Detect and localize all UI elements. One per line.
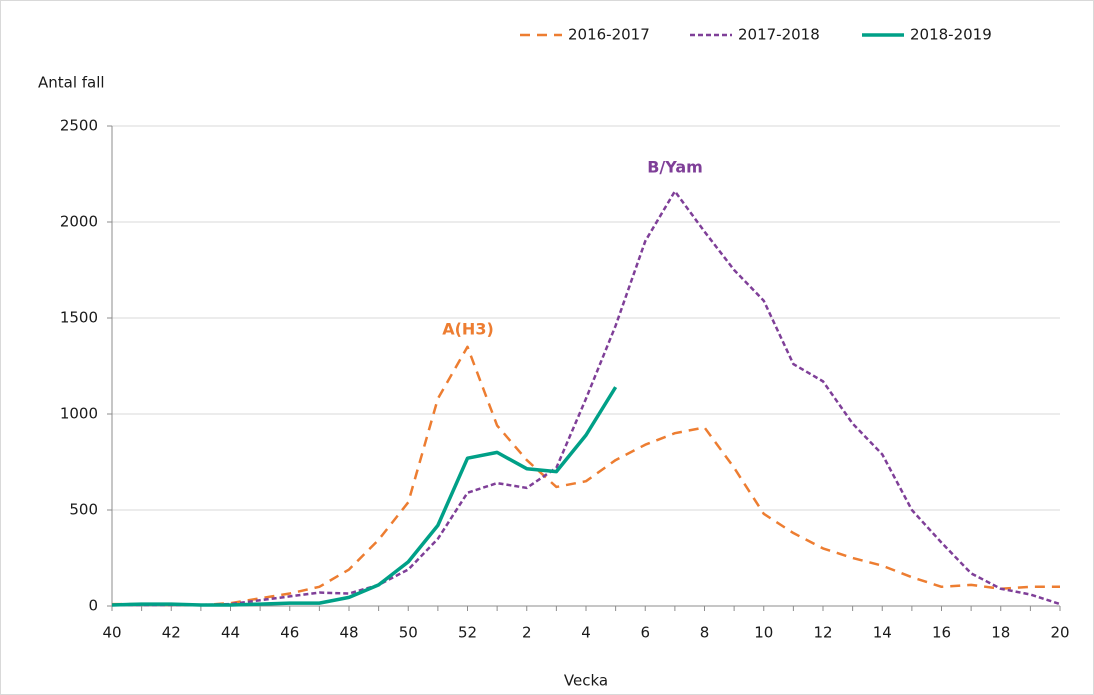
y-tick-label: 1000	[60, 405, 98, 423]
x-tick-label: 18	[991, 624, 1010, 642]
x-tick-label: 44	[221, 624, 240, 642]
y-tick-label: 500	[69, 501, 98, 519]
x-tick-label: 42	[162, 624, 181, 642]
x-tick-label: 8	[700, 624, 710, 642]
y-axis-title: Antal fall	[38, 74, 105, 92]
y-tick-label: 0	[88, 597, 98, 615]
x-tick-label: 48	[339, 624, 358, 642]
x-tick-label: 16	[932, 624, 951, 642]
y-tick-label: 1500	[60, 309, 98, 327]
x-tick-label: 12	[813, 624, 832, 642]
annotation: A(H3)	[442, 320, 494, 339]
series-line	[112, 345, 1060, 607]
x-tick-label: 40	[102, 624, 121, 642]
x-axis-title: Vecka	[564, 672, 608, 690]
legend-label: 2016-2017	[568, 26, 650, 44]
x-tick-label: 50	[399, 624, 418, 642]
x-tick-label: 6	[640, 624, 650, 642]
x-tick-label: 14	[873, 624, 892, 642]
x-tick-label: 10	[754, 624, 773, 642]
x-tick-label: 46	[280, 624, 299, 642]
y-tick-label: 2000	[60, 213, 98, 231]
x-tick-label: 52	[458, 624, 477, 642]
series-line	[112, 190, 1061, 607]
legend-label: 2018-2019	[910, 26, 992, 44]
x-tick-label: 20	[1050, 624, 1069, 642]
y-tick-label: 2500	[60, 117, 98, 135]
series-line	[111, 386, 618, 607]
annotation: B/Yam	[647, 158, 703, 177]
legend-label: 2017-2018	[738, 26, 820, 44]
x-tick-label: 2	[522, 624, 532, 642]
x-tick-label: 4	[581, 624, 591, 642]
